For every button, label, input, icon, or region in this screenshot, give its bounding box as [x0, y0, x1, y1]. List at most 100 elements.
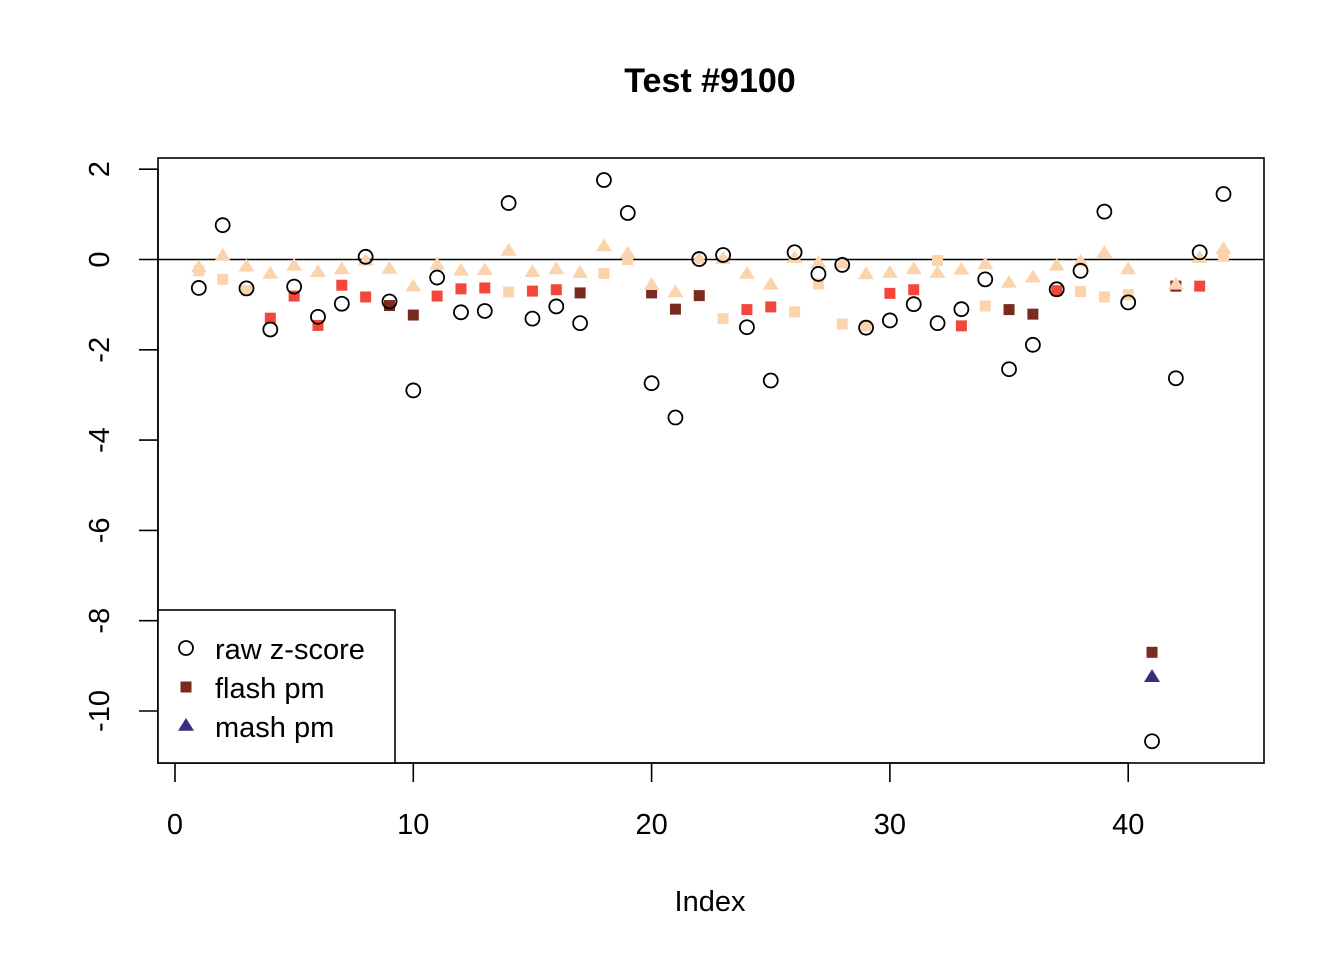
- raw-z-score-point: [357, 248, 374, 265]
- flash-pm-point: [717, 313, 729, 325]
- raw-z-score-point: [786, 244, 803, 261]
- mash-pm-point: [691, 251, 708, 264]
- mash-pm-point: [214, 247, 231, 261]
- mash-pm-point: [333, 261, 350, 275]
- mash-pm-point: [1096, 245, 1113, 258]
- flash-pm-point: [336, 279, 348, 291]
- flash-pm-point: [955, 320, 967, 332]
- raw-z-score-point: [1048, 281, 1065, 298]
- raw-z-score-point: [1167, 370, 1184, 387]
- mash-pm-point: [834, 255, 851, 269]
- mash-pm-point: [1024, 269, 1041, 283]
- mash-pm-point: [405, 278, 422, 292]
- raw-z-score-point: [262, 321, 279, 338]
- raw-z-score-point: [929, 315, 946, 332]
- flash-pm-point: [765, 301, 777, 313]
- flash-pm-point: [455, 283, 467, 295]
- flash-pm-point: [407, 309, 419, 321]
- flash-pm-point: [550, 284, 562, 296]
- mash-pm-point: [309, 264, 326, 277]
- raw-z-score-series: [190, 172, 1232, 750]
- raw-z-score-point: [572, 315, 589, 332]
- mash-pm-point: [953, 261, 970, 275]
- raw-z-score-point: [500, 195, 517, 211]
- flash-pm-point: [908, 284, 920, 296]
- flash-pm-point: [979, 300, 991, 312]
- raw-z-score-point: [310, 308, 326, 325]
- raw-z-score-point: [1001, 361, 1017, 378]
- raw-z-score-point: [762, 372, 779, 389]
- legend-label: flash pm: [215, 673, 325, 705]
- mash-pm-point: [1048, 257, 1065, 271]
- y-tick-label: -8: [84, 608, 116, 634]
- flash-pm-point: [1218, 250, 1230, 262]
- y-tick-label: 0: [84, 251, 116, 267]
- y-tick-label: -2: [84, 337, 116, 363]
- raw-z-score-point: [882, 312, 898, 329]
- flash-pm-point: [741, 304, 753, 316]
- raw-z-score-point: [953, 301, 970, 318]
- legend-square-icon: [180, 681, 192, 693]
- flash-pm-point: [669, 303, 681, 315]
- x-tick-label: 0: [167, 809, 183, 841]
- legend-triangle-icon: [178, 718, 194, 731]
- x-axis-label: Index: [675, 886, 746, 918]
- mash-pm-point: [452, 262, 469, 276]
- raw-z-score-point: [190, 280, 207, 296]
- y-tick-label: -10: [84, 690, 116, 732]
- flash-pm-point: [1027, 308, 1039, 320]
- y-tick-label: 2: [84, 161, 116, 177]
- legend-label: mash pm: [215, 712, 334, 744]
- flash-pm-point: [932, 254, 944, 266]
- mash-pm-point: [929, 265, 946, 278]
- legend-box: [157, 609, 396, 764]
- mash-pm-point: [262, 265, 279, 279]
- raw-z-score-point: [381, 293, 398, 310]
- flash-pm-point: [574, 287, 586, 299]
- mash-pm-point: [762, 276, 779, 290]
- mash-pm-point: [786, 250, 803, 263]
- raw-z-score-point: [524, 310, 541, 327]
- x-tick-label: 40: [1112, 809, 1144, 841]
- mash-pm-point: [238, 258, 255, 272]
- raw-z-score-point: [453, 304, 469, 321]
- flash-pm-series: [193, 250, 1230, 658]
- raw-z-score-point: [643, 375, 660, 392]
- mash-pm-point: [643, 277, 660, 291]
- mash-pm-point: [572, 265, 589, 278]
- mash-pm-point: [1167, 276, 1184, 290]
- raw-z-score-point: [333, 295, 350, 312]
- raw-z-score-point: [476, 303, 493, 319]
- raw-z-score-point: [905, 296, 922, 313]
- raw-z-score-point: [238, 280, 255, 297]
- raw-z-score-point: [739, 319, 755, 336]
- mash-pm-point: [977, 256, 994, 270]
- raw-z-score-point: [715, 247, 731, 263]
- flash-pm-point: [479, 282, 491, 294]
- raw-z-score-point: [858, 319, 874, 336]
- flash-pm-point: [1051, 285, 1063, 297]
- raw-z-score-point: [1144, 733, 1160, 750]
- mash-pm-point: [858, 266, 875, 280]
- flash-pm-point: [288, 290, 300, 302]
- mash-pm-point: [1120, 261, 1137, 275]
- raw-z-score-point: [619, 205, 636, 221]
- flash-pm-point: [312, 319, 324, 331]
- raw-z-score-point: [834, 257, 851, 273]
- mash-pm-point: [1191, 250, 1208, 263]
- mash-pm-point: [738, 265, 755, 279]
- raw-z-score-point: [667, 409, 684, 426]
- flash-pm-point: [884, 287, 896, 299]
- raw-z-score-point: [977, 271, 994, 288]
- y-tick-label: -6: [84, 518, 116, 544]
- flash-pm-point: [1003, 304, 1015, 316]
- chart-title: Test #9100: [624, 62, 795, 100]
- flash-pm-point: [1146, 646, 1158, 658]
- flash-pm-point: [503, 286, 515, 298]
- flash-pm-point: [1194, 280, 1206, 292]
- flash-pm-point: [646, 287, 658, 299]
- raw-z-score-point: [1072, 262, 1089, 279]
- raw-z-score-point: [810, 266, 827, 282]
- raw-z-score-point: [691, 251, 708, 267]
